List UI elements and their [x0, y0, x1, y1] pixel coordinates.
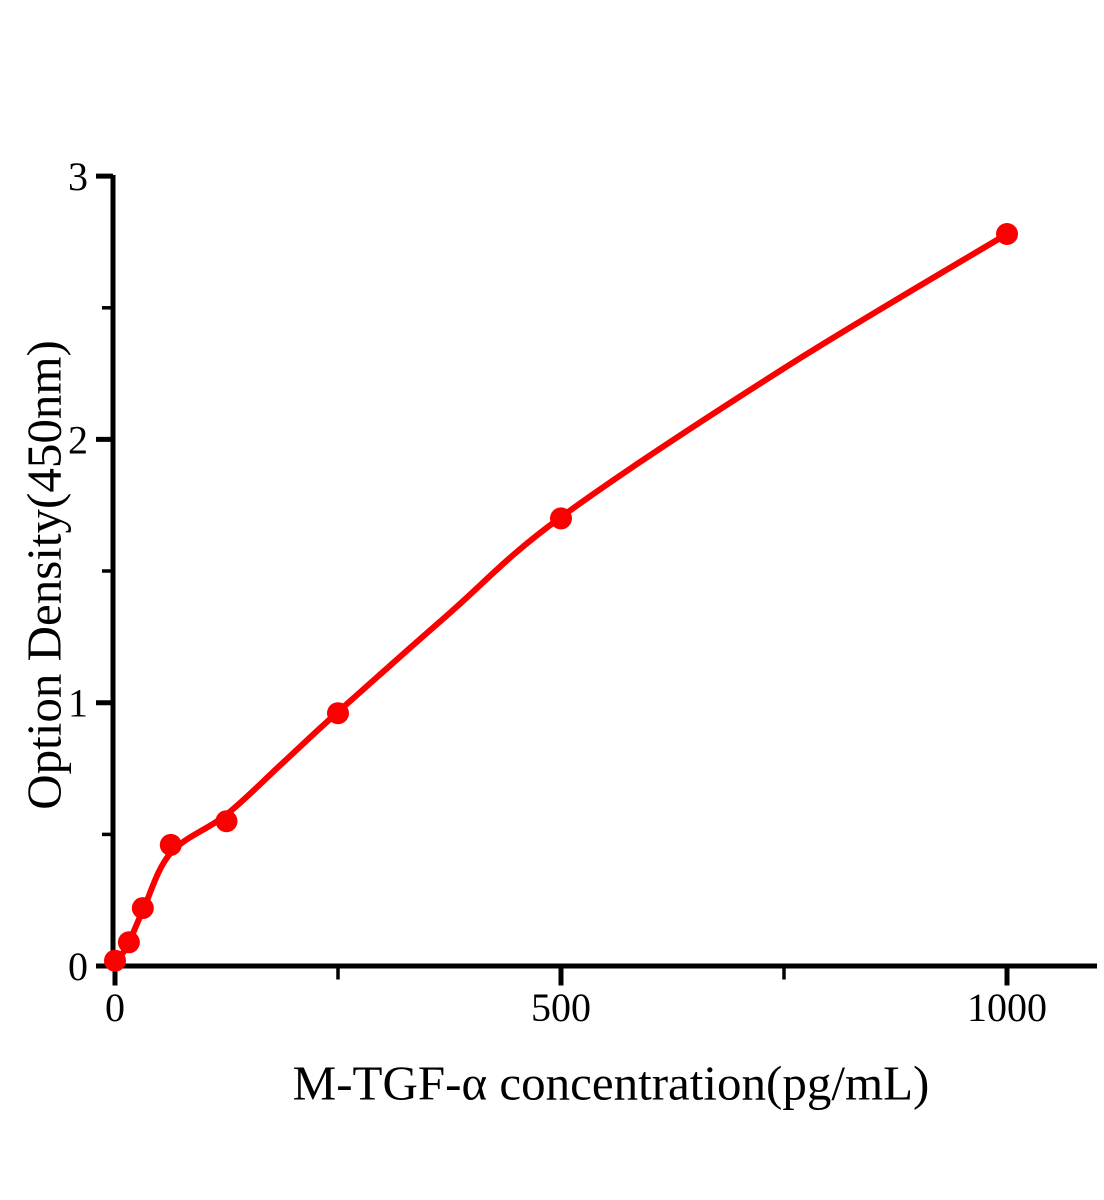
x-tick-label: 0: [105, 985, 125, 1030]
y-axis-title: Option Density(450nm): [16, 340, 72, 810]
y-tick-label: 2: [68, 417, 88, 462]
data-point: [996, 223, 1018, 245]
data-point: [117, 931, 140, 954]
y-tick-label: 1: [68, 681, 88, 726]
data-point: [131, 897, 154, 920]
x-tick-label: 500: [531, 985, 591, 1030]
data-point: [327, 702, 349, 725]
data-point: [159, 833, 182, 856]
y-tick-label: 0: [68, 944, 88, 989]
x-axis-title: M-TGF-α concentration(pg/mL): [292, 1055, 930, 1111]
y-tick-label: 3: [68, 154, 88, 199]
data-point: [215, 810, 238, 833]
data-point: [104, 949, 126, 972]
fit-curve: [112, 231, 1010, 969]
data-point: [550, 507, 572, 530]
x-tick-label: 1000: [967, 985, 1047, 1030]
